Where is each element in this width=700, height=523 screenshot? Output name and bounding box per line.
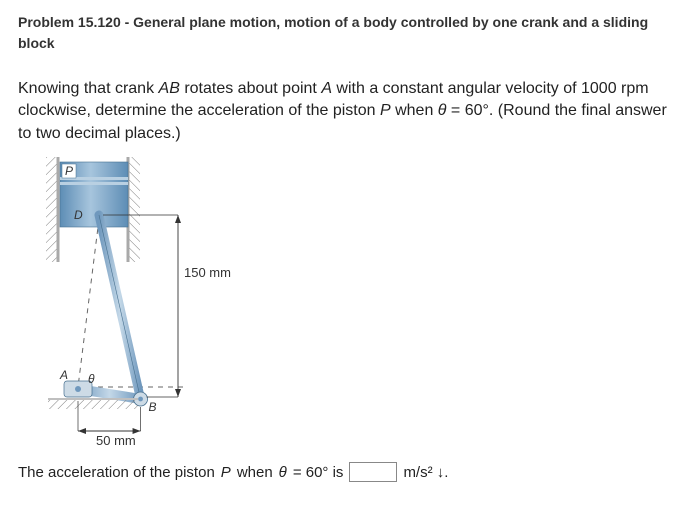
svg-text:150 mm: 150 mm [184, 265, 231, 280]
stmt-a: A [321, 80, 332, 97]
stmt-text: rotates about point [180, 80, 321, 97]
svg-text:P: P [65, 164, 73, 178]
stmt-text: when [391, 102, 438, 119]
svg-text:θ: θ [88, 372, 95, 386]
stmt-ab: AB [159, 80, 180, 97]
stmt-p: P [380, 102, 391, 119]
answer-unit: m/s² ↓. [403, 464, 448, 481]
answer-theta: θ [279, 464, 287, 481]
svg-text:A: A [59, 368, 68, 382]
svg-text:D: D [74, 208, 83, 222]
svg-text:50 mm: 50 mm [96, 433, 136, 447]
mechanism-figure: P D Aθ B 150 mm 50 mm [38, 157, 682, 452]
answer-cond: = 60° is [293, 464, 344, 481]
stmt-text: Knowing that crank [18, 80, 159, 97]
answer-var: P [221, 464, 231, 481]
answer-input[interactable] [349, 462, 397, 482]
answer-line: The acceleration of the piston P when θ … [18, 462, 682, 482]
answer-prefix: The acceleration of the piston [18, 464, 215, 481]
problem-title: Problem 15.120 - General plane motion, m… [18, 12, 682, 54]
svg-text:B: B [149, 400, 157, 414]
problem-statement: Knowing that crank AB rotates about poin… [18, 78, 682, 145]
answer-mid: when [237, 464, 273, 481]
